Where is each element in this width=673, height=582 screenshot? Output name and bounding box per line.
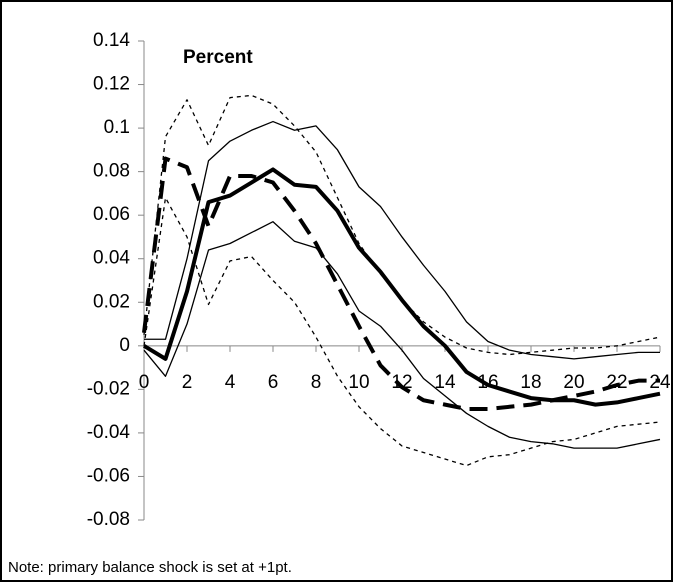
x-tick-label: 12 — [391, 372, 412, 393]
y-tick-label: 0.02 — [93, 291, 130, 312]
y-tick-label: -0.02 — [87, 378, 130, 399]
x-tick-label: 2 — [182, 372, 193, 393]
y-tick-label: -0.04 — [87, 422, 131, 443]
line-series — [143, 221, 661, 449]
annotation: Percent — [183, 47, 253, 68]
y-tick-label: 0.14 — [93, 30, 130, 51]
y-tick-label: 0.06 — [93, 204, 130, 225]
y-tick-label: 0 — [119, 335, 130, 356]
x-tick-label: 6 — [268, 372, 279, 393]
x-tick-label: 0 — [139, 372, 150, 393]
line-series — [144, 120, 660, 360]
x-tick-label: 10 — [348, 372, 369, 393]
x-tick-label: 18 — [520, 372, 541, 393]
line-series — [142, 156, 660, 411]
y-tick-label: 0.08 — [93, 161, 130, 182]
x-tick-label: 24 — [649, 372, 671, 393]
x-tick-label: 20 — [563, 372, 584, 393]
y-tick-label: 0.04 — [93, 248, 130, 269]
note: Note: primary balance shock is set at +1… — [8, 559, 292, 576]
y-tick-label: -0.08 — [87, 509, 130, 530]
line-series — [143, 197, 661, 467]
x-tick-label: 14 — [434, 372, 456, 393]
y-tick-label: 0.1 — [104, 117, 130, 138]
y-tick-label: -0.06 — [87, 465, 130, 486]
y-tick-label: 0.12 — [93, 74, 130, 95]
x-tick-label: 22 — [606, 372, 627, 393]
x-tick-label: 4 — [225, 372, 236, 393]
x-tick-label: 8 — [311, 372, 322, 393]
line-series — [142, 167, 661, 407]
